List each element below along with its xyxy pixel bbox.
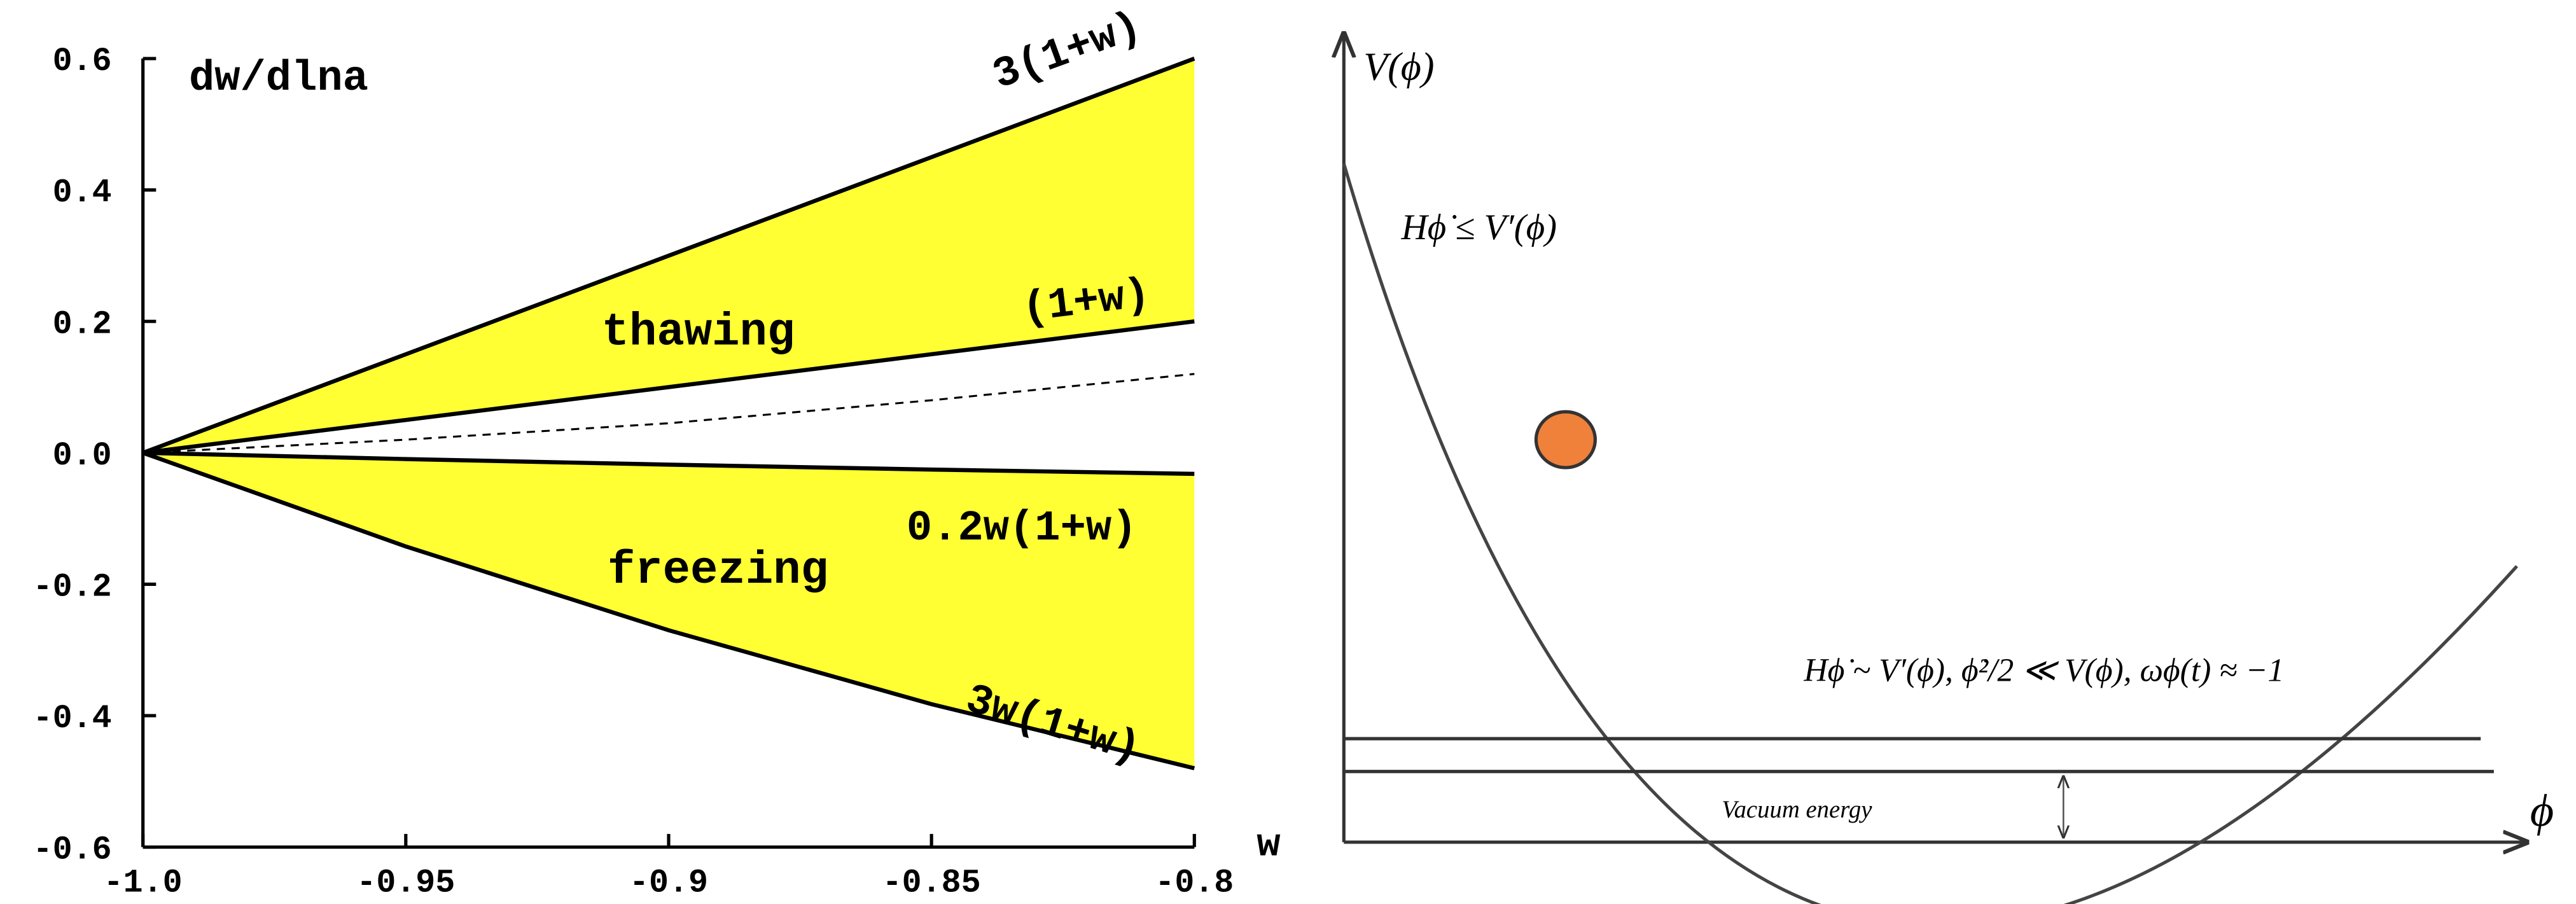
ball (1534, 410, 1597, 469)
series-line (142, 450, 1195, 770)
vacuum-label: Vacuum energy (1722, 796, 1872, 823)
lower-label: Hϕ̇ ~ V′(ϕ), ϕ̇²/2 ≪ V(ϕ), ωϕ(t) ≈ −1 (1803, 653, 2284, 689)
x-tick-label: -0.9 (629, 864, 708, 901)
y-tick-label: -0.6 (33, 831, 112, 869)
y-tick-label: -0.2 (33, 568, 112, 606)
left-chart: -0.6 -0.4 -0.2 0.0 0.2 0.4 0.6 -1.0 -0.95 -0.9 -0.… (33, 3, 1234, 901)
x-start-label: w (1257, 822, 1280, 867)
y-tick-label: 0.4 (53, 174, 112, 212)
series-line (142, 57, 1195, 455)
potential-curve (1342, 163, 2518, 904)
series-line (143, 373, 1195, 454)
x-tick-label: -0.85 (882, 864, 981, 901)
x-tick-label: -1.0 (104, 864, 183, 901)
y-axis-label: V(ϕ) (1363, 46, 1434, 89)
y-tick-label: 0.2 (53, 305, 112, 343)
x-tick-label: -0.95 (356, 864, 455, 901)
x-axis-label: ϕ (2530, 785, 2554, 836)
y-tick-label: 0.6 (53, 43, 112, 80)
band-fill (143, 452, 1195, 768)
y-tick-label: 0.0 (53, 437, 112, 475)
region-label: freezing (608, 545, 828, 597)
series-label: 0.2w(1+w) (907, 504, 1138, 553)
upper-label: Hϕ̇ ≤ V′(ϕ) (1401, 207, 1557, 247)
chart-title: dw/dlna (189, 55, 368, 103)
x-tick-label: -0.8 (1155, 864, 1234, 901)
series-line (143, 319, 1195, 455)
potential-diagram: V(ϕ) ϕ w Hϕ̇ ≤ V′(ϕ) Hϕ̇ ~ V′(ϕ), ϕ̇²/2 … (1257, 34, 2554, 904)
series-line (143, 450, 1195, 476)
y-tick-label: -0.4 (33, 700, 112, 737)
region-label: thawing (602, 306, 795, 358)
